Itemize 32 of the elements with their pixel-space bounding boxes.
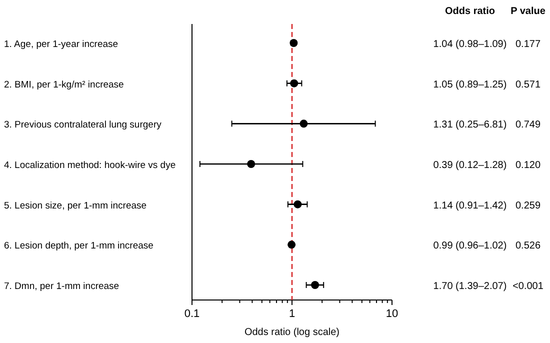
data-label: 1.14 (0.91–1.42) [433, 200, 507, 212]
text: 0.749 [515, 120, 541, 131]
text: 0.259 [515, 200, 541, 212]
y-tick-label: 6. Lesion depth, per 1-mm increase [4, 240, 154, 252]
text: 0.571 [515, 79, 541, 90]
text: 0.177 [515, 39, 541, 50]
point [294, 200, 302, 208]
point [290, 39, 298, 47]
text: <0.001 [512, 281, 544, 292]
data-label: 0.99 (0.96–1.02) [433, 240, 507, 252]
point [288, 240, 296, 249]
text: Odds ratio [444, 6, 496, 17]
text: 0.120 [515, 160, 541, 171]
x-axis-title: Odds ratio (log scale) [244, 327, 340, 338]
y-tick-label: 1. Age, per 1-year increase [4, 39, 118, 50]
point [300, 120, 308, 128]
y-tick-label: 2. BMI, per 1-kg/m² increase [4, 79, 124, 90]
y-tick-label: 4. Localization method: hook-wire vs dye [4, 160, 176, 171]
x-tick-label: 10 [386, 308, 398, 320]
y-tick-label: 3. Previous contralateral lung surgery [4, 120, 162, 131]
y-tick-label: 5. Lesion size, per 1-mm increase [4, 200, 147, 212]
x-tick-label: 1 [288, 308, 296, 320]
point [290, 79, 298, 88]
text: P value [510, 6, 546, 17]
text: 0.526 [515, 240, 541, 252]
data-label: 1.31 (0.25–6.81) [433, 120, 507, 131]
data-label: 1.04 (0.98–1.09) [433, 39, 507, 50]
x-tick-label: 0.1 [184, 308, 200, 320]
data-label: 0.39 (0.12–1.28) [433, 160, 507, 171]
data-label: 1.70 (1.39–2.07) [433, 281, 507, 292]
data-label: 1.05 (0.89–1.25) [433, 79, 507, 90]
y-tick-label: 7. Dmn, per 1-mm increase [4, 281, 120, 292]
